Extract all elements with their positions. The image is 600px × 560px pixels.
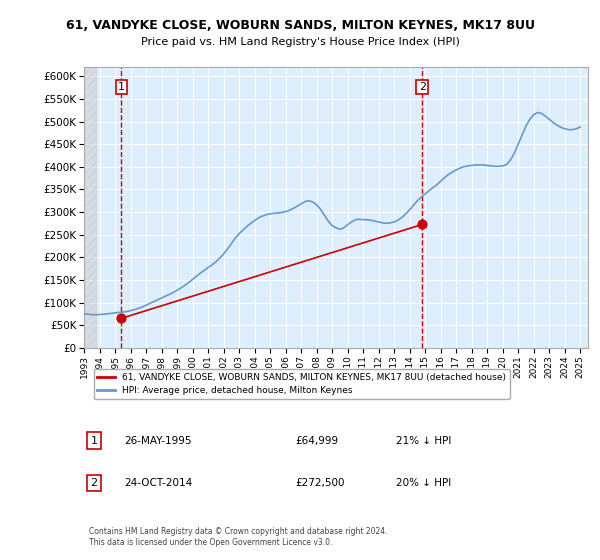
- Bar: [84, 67, 97, 348]
- Text: 24-OCT-2014: 24-OCT-2014: [124, 478, 193, 488]
- Text: 61, VANDYKE CLOSE, WOBURN SANDS, MILTON KEYNES, MK17 8UU: 61, VANDYKE CLOSE, WOBURN SANDS, MILTON …: [65, 18, 535, 32]
- Legend: 61, VANDYKE CLOSE, WOBURN SANDS, MILTON KEYNES, MK17 8UU (detached house), HPI: : 61, VANDYKE CLOSE, WOBURN SANDS, MILTON …: [94, 369, 510, 399]
- Point: [116, 314, 126, 323]
- Point: [418, 220, 427, 229]
- Text: 20% ↓ HPI: 20% ↓ HPI: [397, 478, 452, 488]
- Text: £272,500: £272,500: [296, 478, 345, 488]
- Text: £64,999: £64,999: [296, 436, 339, 446]
- Text: 2: 2: [419, 82, 426, 92]
- Text: Contains HM Land Registry data © Crown copyright and database right 2024.
This d: Contains HM Land Registry data © Crown c…: [89, 528, 388, 547]
- Text: 1: 1: [91, 436, 98, 446]
- Text: 21% ↓ HPI: 21% ↓ HPI: [397, 436, 452, 446]
- Text: 2: 2: [91, 478, 98, 488]
- Text: 26-MAY-1995: 26-MAY-1995: [124, 436, 192, 446]
- Text: Price paid vs. HM Land Registry's House Price Index (HPI): Price paid vs. HM Land Registry's House …: [140, 37, 460, 47]
- Text: 1: 1: [118, 82, 125, 92]
